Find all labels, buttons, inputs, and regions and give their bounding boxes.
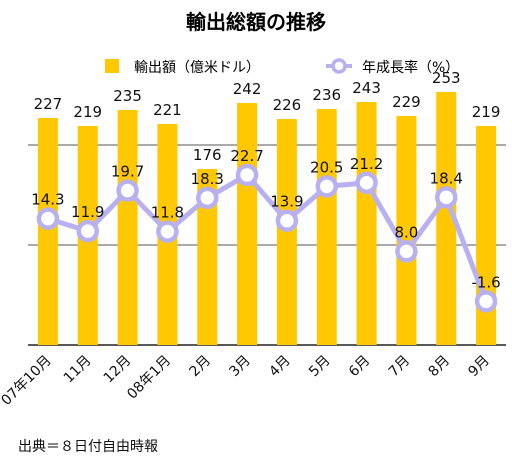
growth-point <box>275 209 299 232</box>
x-tick-label: 4月 <box>266 353 294 381</box>
x-tick-label: 7月 <box>386 353 414 381</box>
bar <box>276 119 297 345</box>
bar-value-label: 235 <box>113 87 142 105</box>
x-tick-label: 5月 <box>306 353 334 381</box>
growth-point <box>435 186 458 209</box>
bar <box>436 92 457 345</box>
legend-line-label: 年成長率（%） <box>362 59 459 76</box>
x-tick-label: 3月 <box>226 353 254 381</box>
growth-point <box>196 186 219 210</box>
growth-value-label: 21.2 <box>350 155 383 173</box>
growth-value-label: 13.9 <box>270 193 303 211</box>
growth-point <box>315 175 338 198</box>
bar <box>396 116 417 345</box>
growth-value-label: 22.7 <box>230 147 263 165</box>
growth-value-label: 20.5 <box>310 158 343 176</box>
bar <box>237 103 258 345</box>
growth-value-label: 19.7 <box>111 163 144 181</box>
growth-point <box>76 219 99 243</box>
bar <box>117 110 138 345</box>
growth-line <box>36 163 498 313</box>
growth-value-label: 18.3 <box>191 170 224 188</box>
chart-title: 輸出総額の推移 <box>186 10 326 34</box>
growth-line-path <box>47 172 489 303</box>
growth-point <box>395 240 418 263</box>
growth-value-label: -1.6 <box>471 273 500 291</box>
bar <box>37 118 58 345</box>
growth-point <box>355 171 378 195</box>
growth-value-label: 11.9 <box>71 203 104 221</box>
bar-value-label: 176 <box>193 146 222 164</box>
source-note: 出典＝８日付自由時報 <box>18 439 158 455</box>
bar <box>316 109 337 345</box>
growth-point <box>474 290 498 313</box>
growth-point <box>156 220 179 243</box>
legend-line-marker <box>331 58 347 74</box>
x-tick-label: 9月 <box>465 353 493 381</box>
x-tick-label: 6月 <box>346 353 374 381</box>
data-labels: 227 219 235 221 176 242 226 236 243 229 253 219 14.3… <box>31 69 501 291</box>
bar-value-label: 253 <box>432 69 461 87</box>
x-tick-label: 11月 <box>61 353 95 387</box>
bar-value-label: 229 <box>392 93 421 111</box>
x-tick-label: 2月 <box>187 353 215 381</box>
gridlines <box>28 144 506 346</box>
growth-value-label: 8.0 <box>394 223 418 241</box>
bar-value-label: 226 <box>273 96 302 114</box>
growth-point <box>235 163 259 187</box>
legend-bar-label: 輸出額（億米ドル） <box>134 60 260 76</box>
x-tick-label: 08年1月 <box>124 353 174 403</box>
growth-value-label: 11.8 <box>151 204 184 222</box>
bar-value-label: 221 <box>153 101 182 119</box>
bar-value-label: 242 <box>233 80 262 98</box>
bar <box>197 169 218 345</box>
bar-value-label: 236 <box>312 86 341 104</box>
growth-point <box>116 179 139 202</box>
bar <box>356 102 377 345</box>
bar-value-label: 227 <box>34 95 63 113</box>
growth-value-label: 14.3 <box>31 191 64 209</box>
bar-value-label: 219 <box>472 103 501 121</box>
legend-bar-swatch <box>105 59 119 73</box>
x-tick-label: 12月 <box>101 353 135 387</box>
legend: 輸出額（億米ドル） 年成長率（%） <box>105 58 459 76</box>
x-tick-label: 07年10月 <box>0 353 55 409</box>
bar-value-label: 243 <box>352 79 381 97</box>
growth-point <box>36 207 60 230</box>
growth-value-label: 18.4 <box>430 169 463 187</box>
bars <box>37 92 497 345</box>
bar-value-label: 219 <box>73 103 102 121</box>
x-tick-label: 8月 <box>426 353 454 381</box>
